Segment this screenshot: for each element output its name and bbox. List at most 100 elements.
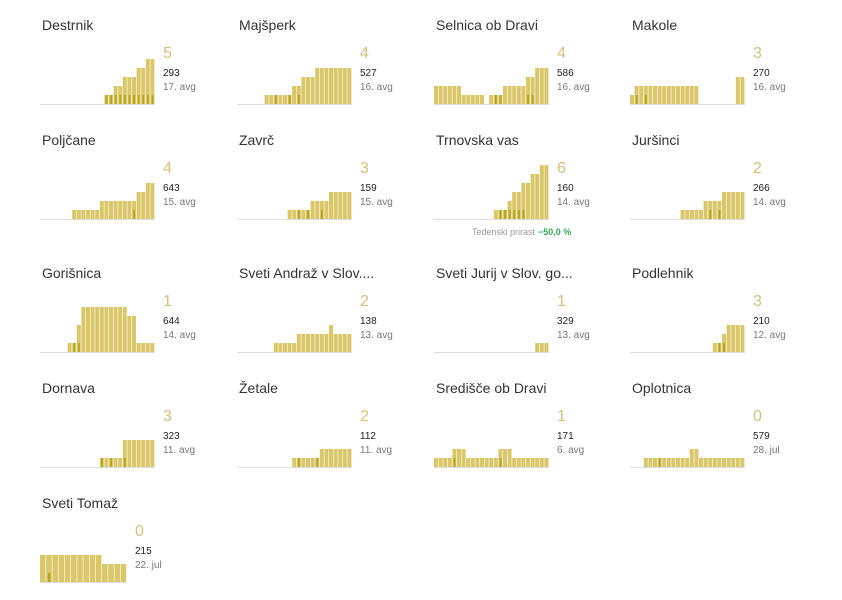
sparkline-chart [434, 165, 549, 220]
bar [46, 555, 52, 582]
municipality-card[interactable]: Majšperk 4 527 16. avg [237, 0, 427, 115]
bar [694, 86, 699, 104]
sparkline-chart [237, 68, 352, 105]
municipality-name: Selnica ob Dravi [436, 17, 538, 33]
bar-highlight [321, 210, 323, 219]
bar [685, 458, 690, 467]
bar [694, 449, 699, 467]
municipality-card[interactable]: Žetale 2 112 11. avg [237, 363, 427, 478]
bar [120, 564, 127, 582]
bar [58, 555, 65, 582]
municipality-card[interactable]: Selnica ob Dravi 4 586 16. avg [434, 0, 624, 115]
bar [466, 458, 471, 467]
weekly-growth-note: Tedenski prirast −50,0 % [472, 227, 571, 237]
bar-highlight [124, 458, 126, 467]
bar-highlight [513, 210, 516, 219]
bar [539, 458, 544, 467]
big-number: 3 [753, 45, 762, 62]
big-number: 3 [163, 408, 172, 425]
big-number: 0 [753, 408, 762, 425]
municipality-name: Makole [632, 17, 678, 33]
municipality-card[interactable]: Podlehnik 3 210 12. avg [630, 248, 820, 363]
bar [521, 183, 526, 219]
bar [81, 307, 86, 352]
bar [694, 210, 699, 219]
count-value: 266 [753, 183, 770, 194]
bar [342, 68, 347, 104]
bar [457, 86, 461, 104]
bar [689, 449, 694, 467]
bar-highlight [522, 210, 525, 219]
bar-highlight [142, 95, 145, 104]
bar-highlight [495, 95, 497, 104]
bar [726, 325, 731, 352]
bar [141, 68, 146, 104]
bar-highlight [105, 95, 108, 104]
bar [689, 86, 694, 104]
bar-highlight [73, 343, 76, 352]
bar [544, 458, 549, 467]
bar [680, 210, 685, 219]
count-value: 643 [163, 183, 180, 194]
bar [113, 201, 118, 219]
bar [507, 449, 512, 467]
bar [653, 458, 657, 467]
municipality-card[interactable]: Dornava 3 323 11. avg [40, 363, 230, 478]
municipality-card[interactable]: Sveti Tomaž 0 215 22. jul [40, 478, 230, 593]
bar [127, 201, 132, 219]
municipality-card[interactable]: Oplotnica 0 579 28. jul [630, 363, 820, 478]
bar [136, 343, 141, 352]
bar [530, 77, 535, 104]
municipality-card[interactable]: Zavrč 3 159 15. avg [237, 115, 427, 230]
bar [99, 201, 104, 219]
avg-label: 15. avg [360, 197, 393, 208]
bar [447, 86, 452, 104]
municipality-card[interactable]: Središče ob Dravi 1 171 6. avg [434, 363, 624, 478]
municipality-card[interactable]: Gorišnica 1 644 14. avg [40, 248, 230, 363]
bar [95, 307, 100, 352]
bar [717, 458, 722, 467]
municipality-card[interactable]: Sveti Andraž v Slov.... 2 138 13. avg [237, 248, 427, 363]
bar [703, 201, 708, 219]
bar [86, 210, 90, 219]
bar [443, 86, 448, 104]
bar [512, 86, 517, 104]
bar [287, 210, 292, 219]
bar [81, 210, 86, 219]
bar [118, 201, 123, 219]
bar-highlight [645, 95, 647, 104]
bar-highlight [723, 343, 725, 352]
municipality-card[interactable]: Destrnik 5 293 17. avg [40, 0, 230, 115]
municipality-card[interactable]: Juršinci 2 266 14. avg [630, 115, 820, 230]
bar [544, 68, 549, 104]
bar [306, 458, 310, 467]
municipality-name: Juršinci [632, 132, 680, 148]
bar [118, 307, 123, 352]
bar [735, 77, 740, 104]
municipality-card[interactable]: Makole 3 270 16. avg [630, 0, 820, 115]
municipality-name: Podlehnik [632, 265, 694, 281]
bar [315, 68, 320, 104]
municipality-name: Sveti Andraž v Slov.... [239, 265, 375, 281]
bar [731, 325, 736, 352]
bar [493, 458, 498, 467]
avg-label: 16. avg [557, 82, 590, 93]
bar [708, 458, 713, 467]
municipality-card[interactable]: Trnovska vas 6 160 14. avg [434, 115, 624, 230]
bar [264, 95, 269, 104]
bar-highlight [110, 95, 112, 104]
bar [109, 201, 113, 219]
bar [329, 325, 333, 352]
municipality-card[interactable]: Sveti Jurij v Slov. go... 1 329 13. avg [434, 248, 624, 363]
municipality-card[interactable]: Poljčane 4 643 15. avg [40, 115, 230, 230]
bar [67, 343, 72, 352]
sparkline-chart [434, 343, 549, 353]
sparkline-chart [237, 325, 352, 353]
bar [643, 458, 648, 467]
avg-label: 14. avg [557, 197, 590, 208]
sparkline-chart [630, 192, 745, 220]
bar [712, 201, 717, 219]
bar [72, 210, 77, 219]
count-value: 579 [753, 431, 770, 442]
